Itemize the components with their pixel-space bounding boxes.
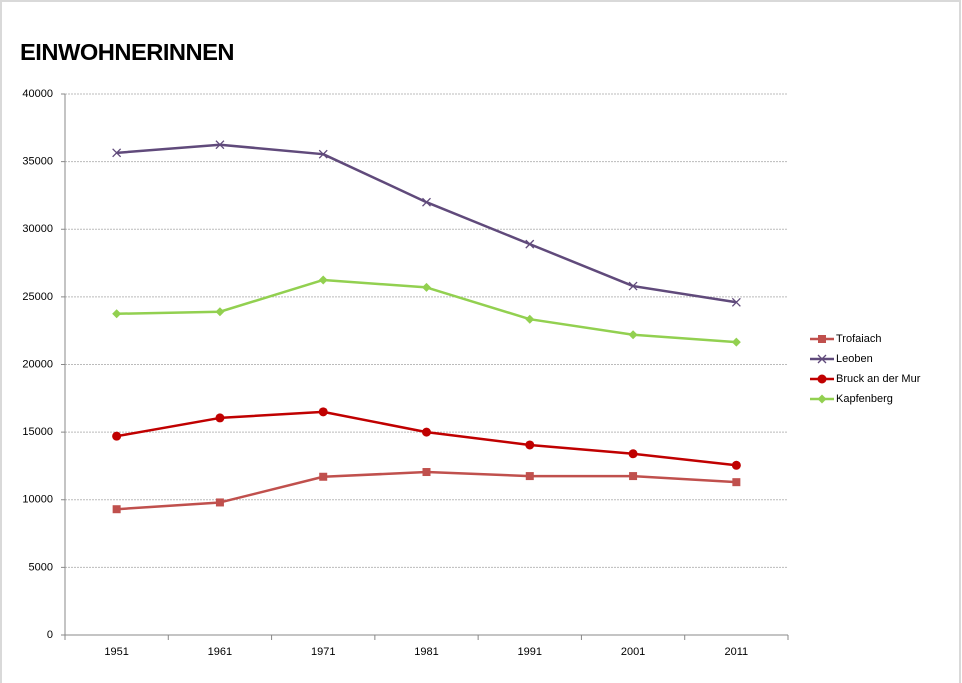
marker [215, 413, 225, 423]
legend-label: Leoben [836, 353, 873, 365]
marker [422, 468, 431, 477]
y-tick-label: 5000 [29, 561, 53, 573]
marker [817, 394, 827, 404]
marker [628, 449, 638, 459]
marker [525, 314, 535, 324]
marker [215, 140, 225, 150]
marker [525, 472, 534, 481]
y-tick-label: 30000 [22, 223, 53, 235]
marker [215, 307, 225, 317]
marker [525, 440, 535, 450]
marker [319, 472, 328, 481]
x-tick-label: 1971 [311, 646, 335, 658]
marker [422, 197, 431, 207]
marker [817, 374, 827, 384]
marker [731, 297, 741, 307]
marker [629, 472, 638, 481]
x-tick-label: 2001 [621, 646, 645, 658]
y-tick-label: 10000 [22, 494, 53, 506]
x-tick-label: 2011 [725, 646, 749, 658]
x-tick-label: 1951 [104, 646, 128, 658]
marker [318, 407, 328, 417]
marker [731, 337, 741, 347]
marker [817, 354, 827, 364]
marker [732, 478, 741, 487]
marker [731, 460, 741, 470]
x-tick-label: 1961 [208, 646, 232, 658]
marker [628, 281, 638, 291]
x-tick-label: 1981 [414, 646, 438, 658]
marker [112, 148, 122, 158]
marker [525, 239, 535, 249]
y-tick-label: 20000 [22, 358, 53, 370]
marker [422, 282, 431, 292]
marker [422, 427, 431, 437]
y-tick-label: 40000 [22, 88, 53, 100]
legend-label: Bruck an der Mur [836, 373, 921, 385]
marker [112, 505, 121, 514]
legend-label: Kapfenberg [836, 393, 893, 405]
marker [112, 309, 122, 319]
marker [818, 335, 826, 343]
y-tick-label: 25000 [22, 291, 53, 303]
chart-title: EINWOHNERINNEN [20, 39, 234, 65]
marker [318, 149, 328, 159]
marker [112, 431, 122, 441]
marker [318, 275, 328, 285]
y-tick-label: 15000 [22, 426, 53, 438]
y-tick-label: 0 [47, 629, 53, 641]
legend-label: Trofaiach [836, 333, 881, 345]
y-tick-label: 35000 [22, 156, 53, 168]
marker [628, 330, 638, 340]
x-tick-label: 1991 [518, 646, 542, 658]
marker [215, 498, 224, 507]
